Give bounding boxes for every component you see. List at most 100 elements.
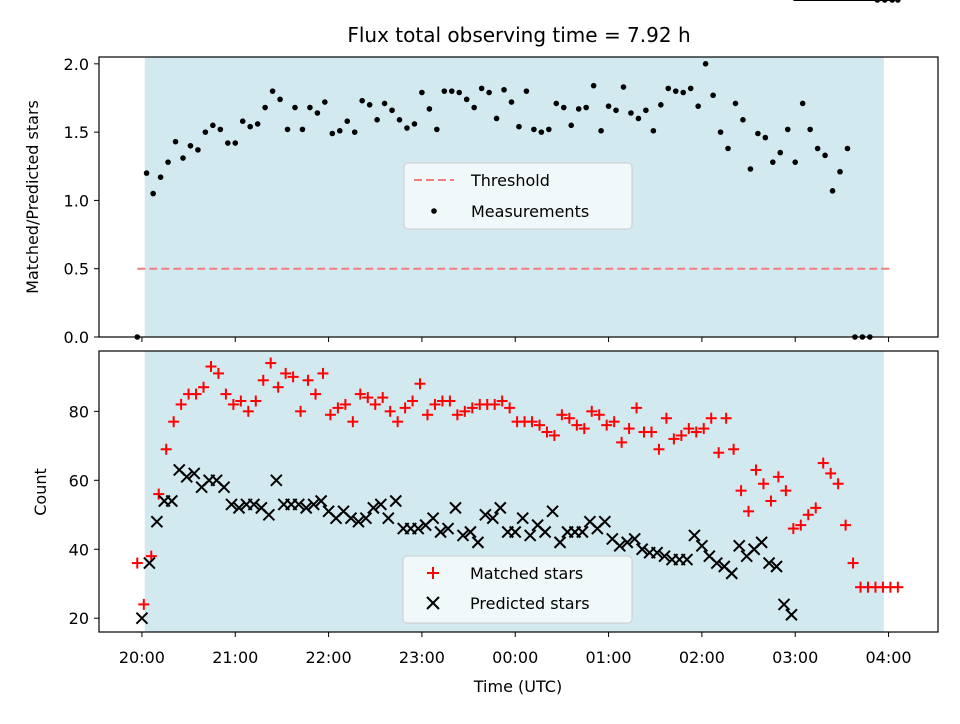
predicted-star-point-b (434, 525, 447, 539)
predicted-star-point-b (449, 501, 462, 515)
matched-legend-swatch (427, 567, 439, 579)
predicted-star-point-b (553, 536, 567, 549)
bottom-legend: Matched stars Predicted stars (402, 555, 633, 624)
measurement-point (531, 126, 537, 133)
matched-star-point (645, 426, 657, 438)
matched-star-point (713, 447, 725, 459)
matched-star-point (750, 464, 762, 476)
predicted-star-point (165, 494, 179, 508)
measurement-point (224, 140, 231, 146)
matched-star-point (198, 381, 210, 393)
matched-star-point (138, 598, 150, 610)
matched-star-point (168, 416, 180, 428)
predicted-star-point (598, 515, 612, 528)
measurement-point (844, 145, 851, 152)
matched-star-point (272, 381, 284, 393)
predicted-star-point-b (270, 474, 283, 487)
measurement-point (299, 126, 306, 133)
predicted-star-point (635, 543, 649, 556)
matched-star-point (392, 416, 404, 428)
predicted-star-point-b (606, 532, 619, 546)
predicted-star-point (307, 498, 320, 511)
matched-star-point (444, 395, 456, 407)
matched-star-point (302, 374, 314, 386)
predicted-star-point (770, 560, 783, 573)
matched-star-point (892, 581, 904, 593)
matched-star-point (660, 412, 672, 424)
predicted-star-point (135, 612, 149, 625)
x-tick-label: 03:00 (772, 648, 818, 667)
predicted-star-point (576, 525, 589, 539)
predicted-star-point (389, 494, 402, 508)
matched-star-point (190, 388, 202, 400)
matched-star-point (332, 402, 344, 414)
predicted-star-point-b (382, 512, 395, 525)
matched-star-point (698, 423, 710, 435)
matched-star-point (743, 505, 755, 517)
matched-star-point (541, 426, 553, 438)
matched-star-point (175, 398, 187, 410)
predicted-star-point-b (516, 512, 529, 525)
predicted-star-point-b (173, 463, 186, 477)
measurement-point (254, 121, 261, 127)
measurement-point (732, 100, 739, 107)
predicted-star-point-b (479, 508, 492, 521)
predicted-star-point-b (426, 512, 440, 525)
measurement-point (292, 104, 298, 111)
matched-star-point (810, 502, 822, 514)
predicted-star-point (262, 508, 276, 521)
predicted-star-point-b (247, 498, 261, 511)
measurement-point (366, 102, 373, 108)
predicted-star-point-b (262, 508, 276, 521)
measurement-point (799, 100, 806, 107)
matched-star-point (496, 395, 508, 407)
measurement-point (374, 117, 380, 123)
matched-star-point (466, 402, 478, 414)
measurement-point (456, 89, 463, 96)
chart-title: Flux total observing time = 7.92 h (347, 23, 690, 47)
predicted-star-point-b (292, 498, 305, 511)
predicted-star-point (143, 556, 156, 570)
measurement-point (613, 107, 619, 114)
measurement-point (172, 138, 179, 145)
matched-star-point (832, 478, 844, 490)
measurement-point (829, 188, 836, 194)
measurement-point (411, 121, 418, 127)
measurement-point (762, 134, 769, 141)
predicted-star-point (509, 525, 522, 539)
measurement-point (351, 129, 358, 135)
measurement-point (143, 170, 150, 176)
predicted-star-point-b (210, 474, 223, 487)
matched-star-point (377, 392, 389, 404)
measurement-point (419, 89, 425, 96)
predicted-star-point (785, 608, 798, 621)
matched-star-point (317, 367, 329, 379)
matched-star-point (422, 409, 434, 421)
matched-star-point (757, 478, 769, 490)
matched-star-point (825, 467, 837, 479)
measurement-point (307, 104, 313, 111)
matched-star-point (728, 443, 740, 455)
predicted-star-point-b (650, 546, 664, 559)
predicted-star-point (382, 512, 395, 525)
predicted-star-point-b (150, 515, 164, 528)
predicted-star-point-b (232, 501, 246, 515)
x-tick-label: 23:00 (399, 648, 445, 667)
matched-star-point (250, 395, 262, 407)
x-tick-label: 00:00 (492, 648, 538, 667)
matched-star-point (310, 388, 322, 400)
predicted-star-point (538, 525, 552, 539)
matched-star-point (280, 367, 292, 379)
predicted-star-point-b (225, 498, 238, 511)
predicted-star-point-b (718, 560, 731, 573)
measurement-point (635, 115, 642, 122)
bottom-y-tick-label: 40 (69, 540, 89, 559)
top-legend: Threshold Measurements (403, 162, 633, 230)
measurement-point (180, 155, 186, 161)
matched-star-point (533, 419, 545, 431)
predicted-star-point-b (180, 470, 193, 484)
predicted-star-point-b (299, 501, 313, 515)
predicted-star-point-b (456, 529, 470, 542)
predicted-star-point (270, 474, 283, 487)
